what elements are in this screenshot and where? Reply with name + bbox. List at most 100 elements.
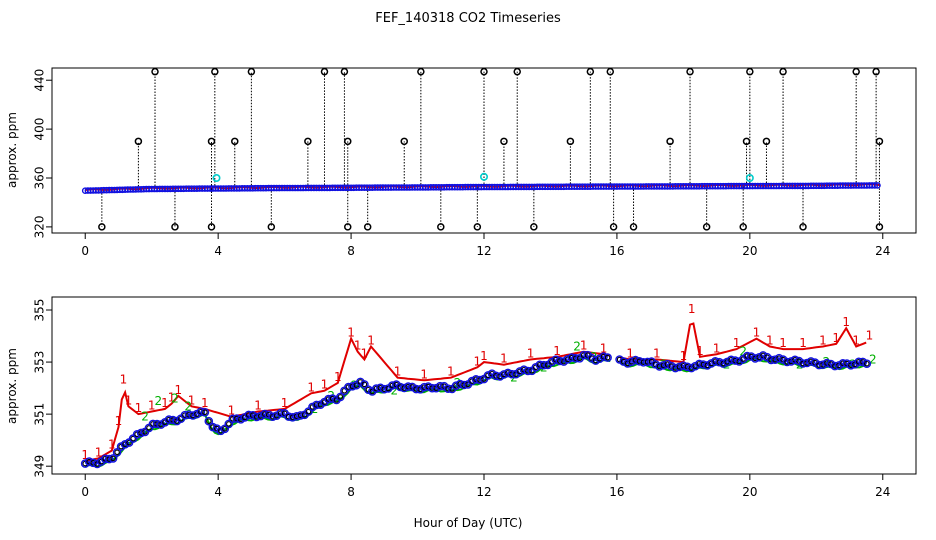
max-label: 1 (347, 326, 355, 340)
mean-point (671, 363, 680, 373)
mean-point-core (126, 439, 132, 446)
mean-point (635, 356, 644, 366)
spike-point (799, 223, 807, 231)
mean-point (136, 428, 146, 438)
mean-point (108, 454, 118, 463)
spike-point (746, 67, 754, 76)
max-label: 1 (500, 352, 508, 366)
mean-point (750, 354, 760, 363)
x-tick-label: 12 (476, 244, 491, 258)
spike-point (586, 67, 595, 76)
max-label: 1 (120, 373, 128, 387)
max-label: 1 (447, 365, 455, 379)
mean-point (774, 353, 784, 363)
mean-point-core (146, 425, 152, 431)
max-label: 1 (201, 396, 209, 410)
mean-point (730, 356, 740, 365)
mean-point (284, 412, 293, 421)
mean-point (276, 408, 285, 418)
green-label: 2 (869, 352, 877, 366)
spike-point (400, 137, 408, 146)
y-tick-label: 353 (33, 351, 47, 374)
spike-point (606, 67, 615, 76)
max-label: 1 (354, 339, 362, 353)
spike-point (702, 223, 711, 231)
mean-point (790, 355, 800, 365)
max-label: 1 (81, 448, 89, 462)
mean-point (288, 412, 297, 422)
mean-point (200, 407, 210, 417)
spike-point (779, 67, 787, 76)
mean-point (360, 380, 369, 389)
spike-point (875, 137, 884, 146)
top-cyan-point (212, 174, 221, 183)
mean-point (475, 375, 485, 385)
max-label: 1 (174, 383, 182, 397)
max-label: 1 (580, 339, 588, 353)
mean-point (403, 382, 413, 391)
spike-point (151, 67, 159, 76)
green-label: 2 (311, 402, 319, 416)
y-tick-label: 400 (33, 118, 47, 141)
x-tick-label: 16 (609, 485, 624, 499)
mean-point (491, 371, 501, 381)
green-label: 2 (573, 339, 581, 353)
green-label: 2 (171, 392, 179, 406)
mean-point (699, 360, 708, 369)
mean-point (711, 356, 720, 366)
mean-point (188, 411, 198, 420)
mean-point (503, 368, 513, 378)
mean-point (395, 382, 405, 392)
mean-point (228, 414, 238, 424)
spike-point (530, 223, 538, 231)
green-label: 2 (141, 410, 149, 424)
panel-bottom-ylabel: approx. ppm (5, 348, 19, 424)
max-label: 1 (688, 302, 696, 316)
mean-point-core (110, 455, 116, 462)
max-label: 1 (474, 354, 482, 368)
mean-point-core (130, 435, 136, 442)
spike-point (211, 67, 219, 76)
mean-point (184, 410, 194, 420)
mean-point-core (604, 354, 611, 361)
spike-point (739, 223, 747, 231)
mean-point (443, 384, 453, 394)
mean-point (419, 382, 429, 392)
x-tick-label: 24 (875, 244, 890, 258)
mean-point (100, 454, 110, 464)
spike-point (686, 67, 694, 76)
x-tick-label: 24 (875, 485, 890, 499)
mean-point (427, 383, 437, 393)
spike-point (762, 137, 771, 146)
mean-point (726, 355, 736, 365)
mean-point-core (114, 449, 120, 456)
mean-point (579, 350, 589, 360)
max-label: 1 (334, 370, 342, 384)
max-label: 1 (281, 396, 289, 410)
max-label: 1 (852, 333, 860, 347)
spike-point (267, 223, 276, 231)
mean-point-core (305, 408, 312, 415)
mean-point (854, 357, 864, 367)
mean-point (88, 458, 98, 468)
mean-point (683, 362, 692, 372)
max-label: 1 (115, 414, 123, 428)
max-label: 1 (125, 393, 133, 407)
max-label: 1 (420, 367, 428, 381)
mean-point (770, 355, 780, 365)
max-label: 1 (696, 344, 704, 358)
mean-point (268, 412, 278, 422)
spike-point (207, 137, 216, 146)
spike-point (480, 67, 488, 76)
mean-point (104, 454, 114, 464)
mean-point (695, 359, 704, 369)
mean-point (411, 384, 421, 394)
mean-point (555, 356, 565, 366)
mean-point (539, 360, 549, 370)
max-label: 1 (713, 341, 721, 355)
mean-point-core (206, 418, 212, 424)
mean-point (379, 384, 389, 394)
mean-point (659, 360, 668, 370)
x-tick-label: 0 (81, 244, 89, 258)
